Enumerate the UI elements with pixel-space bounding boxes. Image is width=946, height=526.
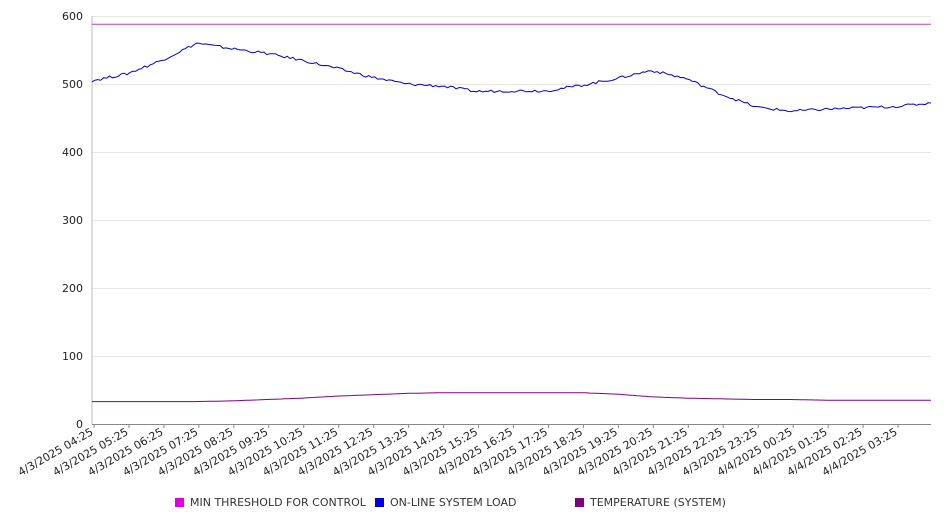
y-tick-label: 100 [62,350,83,363]
legend-swatch-system-load [375,498,384,507]
y-tick-label: 300 [62,214,83,227]
legend-label-system-load: ON-LINE SYSTEM LOAD [390,496,517,509]
y-tick-label: 200 [62,282,83,295]
y-tick-label: 400 [62,146,83,159]
legend-label-temperature: TEMPERATURE (SYSTEM) [590,496,726,509]
grid-lines [92,16,931,357]
series-lines [91,23,932,403]
y-tick-label: 500 [62,78,83,91]
legend: MIN THRESHOLD FOR CONTROL ON-LINE SYSTEM… [0,496,946,516]
series-line-2 [92,392,931,403]
series-line-1 [91,42,932,113]
axes [91,16,931,425]
y-tick-label: 600 [62,10,83,23]
legend-item-min-threshold[interactable]: MIN THRESHOLD FOR CONTROL [175,496,366,509]
legend-swatch-min-threshold [175,498,184,507]
x-axis-labels: 4/3/2025 04:254/3/2025 05:254/3/2025 06:… [16,424,900,479]
legend-label-min-threshold: MIN THRESHOLD FOR CONTROL [190,496,366,509]
legend-item-system-load[interactable]: ON-LINE SYSTEM LOAD [375,496,516,509]
legend-swatch-temperature [575,498,584,507]
line-chart: 600 500 400 300 200 100 0 4/3/2025 04:254/3/20… [16,10,932,479]
y-tick-label: 0 [76,418,83,431]
y-axis-labels: 600 500 400 300 200 100 0 [62,10,83,431]
legend-item-temperature[interactable]: TEMPERATURE (SYSTEM) [575,496,726,509]
